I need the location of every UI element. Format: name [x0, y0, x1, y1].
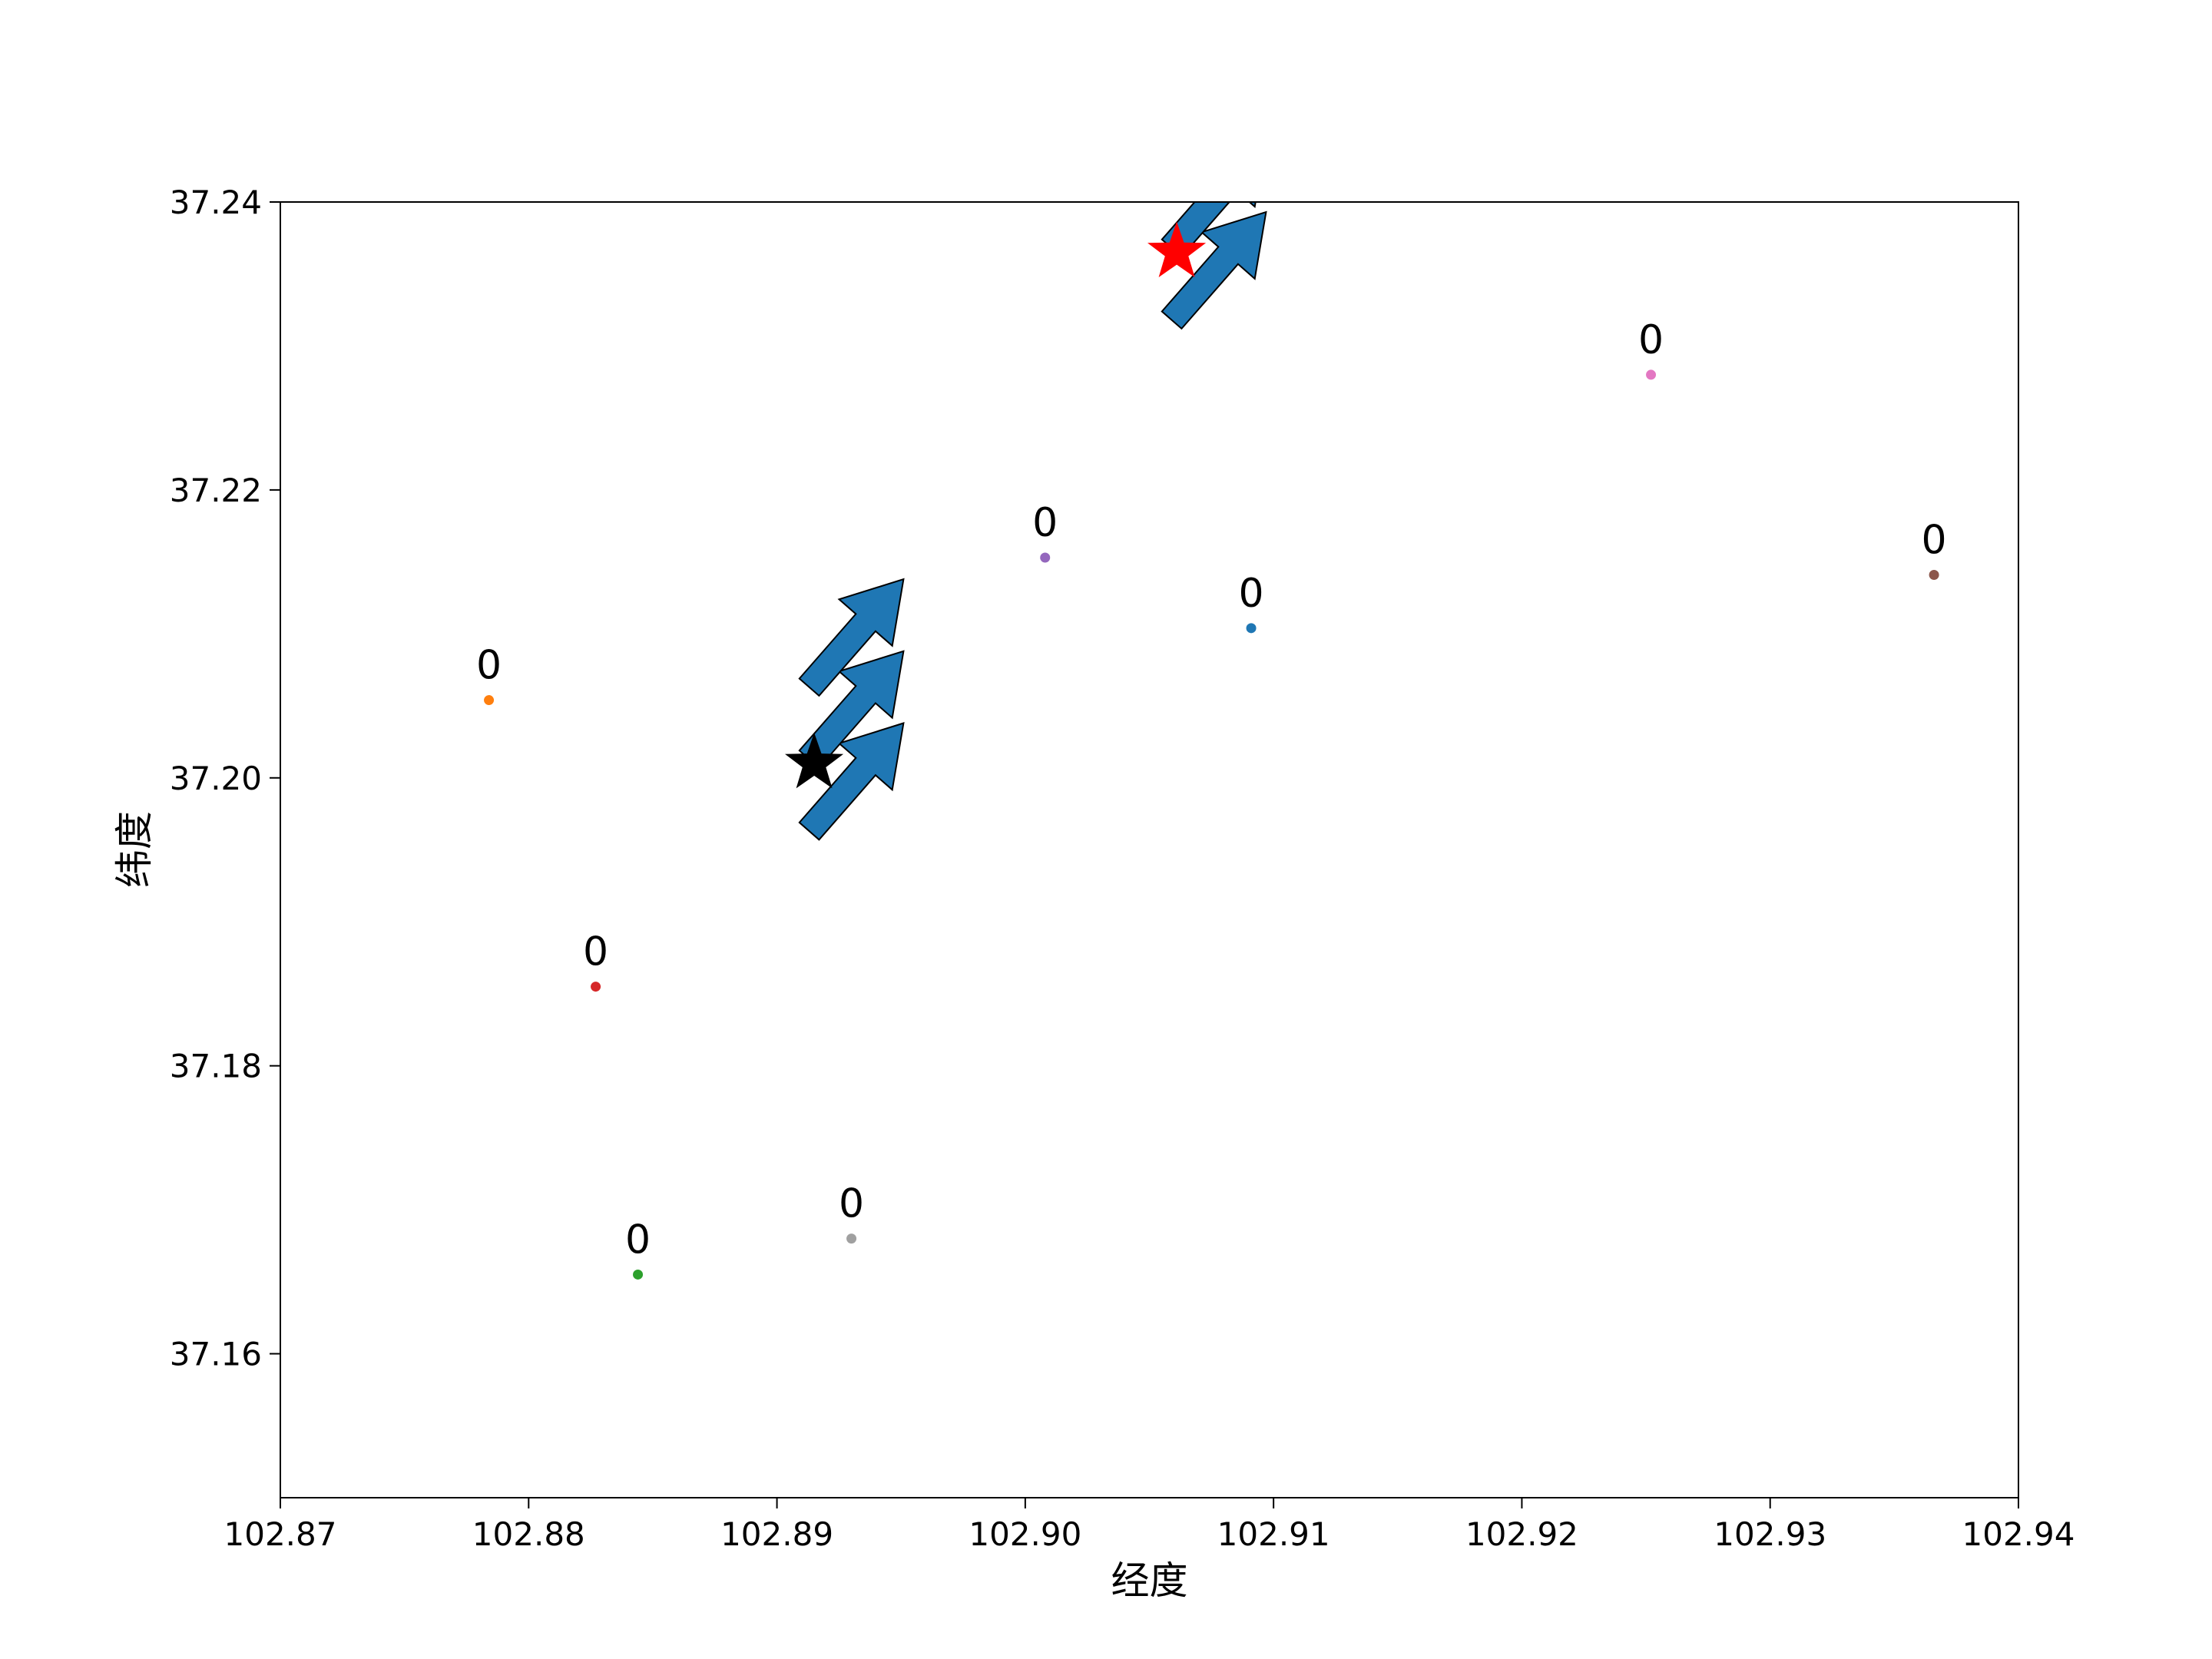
- point-label: 0: [625, 1217, 651, 1263]
- wind-arrow: [798, 578, 905, 697]
- wind-arrow: [1161, 210, 1267, 330]
- point-label: 0: [1922, 517, 1947, 563]
- scatter-point: [591, 982, 601, 992]
- scatter-point: [1246, 623, 1257, 634]
- y-tick-label: 37.20: [170, 760, 262, 797]
- x-tick-label: 102.94: [1962, 1515, 2075, 1553]
- x-tick-label: 102.87: [224, 1515, 337, 1553]
- y-axis-ticks: 37.16 37.18 37.20 37.22 37.24: [170, 184, 280, 1373]
- scatter-point: [846, 1233, 857, 1244]
- x-tick-label: 102.92: [1465, 1515, 1578, 1553]
- scatter-point: [1646, 369, 1657, 380]
- point-label: 0: [1239, 571, 1264, 617]
- point-label: 0: [476, 643, 502, 689]
- scatter-point: [1040, 552, 1051, 563]
- scatter-point: [484, 695, 495, 706]
- point-label: 0: [1032, 500, 1058, 546]
- plot-marks: [484, 202, 1939, 1280]
- y-tick-label: 37.16: [170, 1336, 262, 1373]
- scatter-point: [633, 1269, 644, 1280]
- x-tick-label: 102.89: [720, 1515, 833, 1553]
- point-label: 0: [1638, 317, 1664, 363]
- y-axis-title: 纬度: [112, 811, 157, 888]
- star-marker: [1147, 221, 1207, 277]
- x-axis-title: 经度: [1111, 1558, 1188, 1603]
- scatter-point: [1929, 569, 1939, 580]
- wind-arrow: [798, 650, 905, 770]
- y-tick-label: 37.24: [170, 184, 262, 221]
- x-axis-ticks: 102.87 102.88 102.89 102.90 102.91 102.92 102.…: [224, 1498, 2075, 1553]
- y-tick-label: 37.22: [170, 472, 262, 509]
- x-tick-label: 102.93: [1714, 1515, 1826, 1553]
- wind-arrow: [798, 722, 905, 841]
- y-tick-label: 37.18: [170, 1048, 262, 1085]
- point-label: 0: [583, 929, 608, 975]
- x-tick-label: 102.88: [472, 1515, 585, 1553]
- point-labels: 0 0 0 0 0 0 0 0: [476, 317, 1947, 1263]
- star-marker: [785, 733, 844, 789]
- x-tick-label: 102.90: [969, 1515, 1081, 1553]
- plot-frame: [280, 201, 2019, 1498]
- point-label: 0: [839, 1181, 864, 1227]
- x-tick-label: 102.91: [1217, 1515, 1330, 1553]
